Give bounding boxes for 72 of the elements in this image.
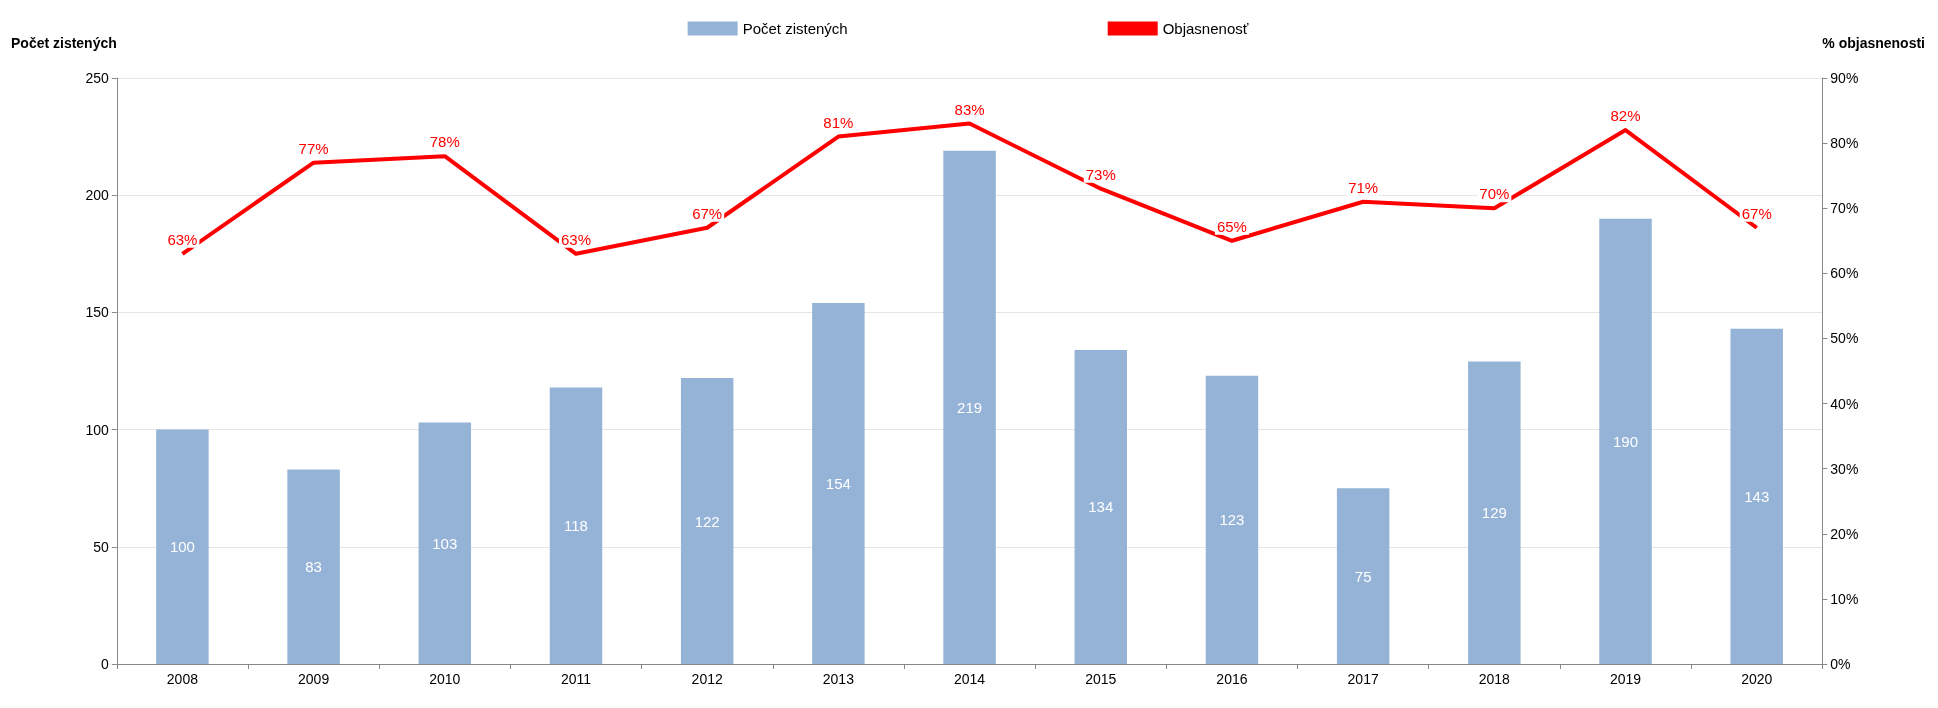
data-label: 67%	[692, 204, 723, 222]
y2-tick-label: 70%	[1830, 200, 1859, 217]
y-tick-label: 100	[85, 421, 110, 438]
x-tick-label: 2015	[1085, 671, 1117, 687]
x-tick-label: 2011	[560, 671, 592, 687]
data-label: 118	[564, 517, 588, 535]
bar	[812, 303, 865, 664]
data-label: 82%	[1610, 107, 1641, 125]
data-label: 103	[432, 534, 458, 552]
y2-tick-label: 90%	[1830, 70, 1859, 86]
bar	[156, 429, 209, 664]
data-label: 70%	[1479, 185, 1510, 203]
bar	[1468, 361, 1521, 664]
bar	[1336, 488, 1390, 664]
data-label: 83%	[954, 100, 985, 118]
bar	[1074, 349, 1127, 664]
bar	[1205, 375, 1259, 664]
data-label: 219	[957, 398, 983, 416]
bar	[418, 422, 472, 664]
x-tick-label: 2017	[1347, 671, 1379, 687]
x-tick-label: 2010	[429, 671, 461, 687]
y2-tick-label: 0%	[1830, 656, 1851, 672]
y2-tick-label: 40%	[1830, 395, 1859, 412]
data-label: 129	[1481, 504, 1507, 522]
y-tick-label: 250	[85, 70, 110, 86]
y-tick-label: 0	[101, 656, 110, 672]
data-label: 78%	[429, 133, 460, 151]
y-axis-title: Počet zistených	[10, 35, 117, 51]
y2-tick-label: 80%	[1830, 135, 1859, 152]
data-label: 134	[1088, 498, 1114, 516]
bar	[549, 387, 603, 664]
bar	[287, 469, 340, 664]
x-tick-label: 2008	[166, 671, 199, 687]
data-label: 71%	[1348, 178, 1379, 196]
y2-tick-label: 10%	[1830, 590, 1859, 607]
data-label: 83	[305, 558, 322, 576]
y-tick-label: 50	[93, 538, 110, 555]
data-label: 100	[169, 538, 195, 556]
data-label: 73%	[1085, 165, 1116, 183]
y2-tick-label: 20%	[1830, 525, 1859, 542]
data-label: 63%	[167, 230, 198, 248]
bar	[1599, 218, 1652, 664]
x-tick-label: 2013	[822, 671, 855, 687]
data-label: 81%	[823, 113, 854, 131]
data-label: 77%	[298, 139, 329, 157]
y2-tick-label: 60%	[1830, 265, 1859, 282]
x-tick-label: 2016	[1216, 671, 1248, 687]
data-label: 65%	[1216, 217, 1247, 235]
bar	[943, 150, 996, 664]
data-label: 75	[1354, 567, 1372, 585]
data-label: 122	[694, 512, 720, 530]
y2-axis-title: % objasnenosti	[1822, 35, 1925, 51]
y2-tick-label: 50%	[1830, 330, 1859, 347]
x-tick-label: 2012	[691, 671, 723, 687]
y-tick-label: 200	[85, 187, 110, 204]
bar	[680, 378, 734, 664]
legend-label: Počet zistených	[742, 20, 848, 37]
y-tick-label: 150	[85, 304, 110, 321]
data-label: 63%	[560, 230, 591, 248]
data-label: 190	[1613, 432, 1639, 450]
data-label: 67%	[1741, 204, 1772, 222]
x-tick-label: 2009	[298, 671, 330, 687]
x-tick-label: 2014	[953, 671, 986, 687]
data-label: 154	[825, 475, 851, 493]
legend-label: Objasnenosť	[1162, 20, 1249, 37]
bar	[1730, 328, 1783, 664]
data-label: 123	[1219, 511, 1245, 529]
x-tick-label: 2018	[1478, 671, 1511, 687]
y2-tick-label: 30%	[1830, 460, 1859, 477]
x-tick-label: 2019	[1609, 671, 1642, 687]
data-label: 143	[1744, 487, 1770, 505]
x-tick-label: 2020	[1741, 671, 1773, 687]
